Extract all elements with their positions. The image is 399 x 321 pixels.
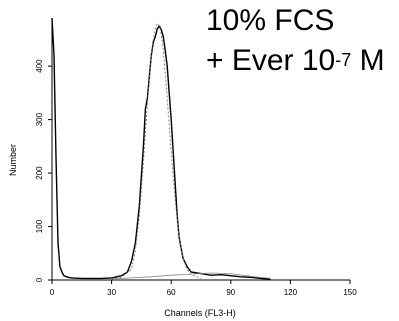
y-tick-label: 200	[35, 166, 44, 180]
x-tick-label: 120	[284, 288, 298, 297]
series-line-1	[51, 17, 271, 280]
y-tick-label: 400	[35, 59, 44, 73]
title-exponent: -7	[335, 50, 352, 70]
title-line-2-suffix: M	[351, 44, 385, 77]
y-tick-label: 300	[35, 112, 44, 126]
title-line-2-prefix: + Ever 10	[206, 44, 336, 77]
x-tick-label: 60	[167, 288, 176, 297]
x-tick-label: 0	[50, 288, 55, 297]
series-line-2	[111, 22, 202, 280]
x-tick-label: 30	[107, 288, 116, 297]
x-tick-label: 150	[343, 288, 357, 297]
chart-axes: 0 30 60 90 120 150 0 100 200 300 400	[35, 18, 357, 297]
y-axis-label: Number	[8, 144, 18, 176]
x-tick-label: 90	[226, 288, 235, 297]
chart-title-line-1: 10% FCS	[206, 4, 335, 37]
chart-title-line-2: + Ever 10-7 M	[206, 44, 385, 81]
y-tick-label: 100	[35, 219, 44, 233]
y-tick-label: 0	[35, 277, 44, 282]
series-line-3	[111, 272, 271, 280]
plot-area	[51, 17, 271, 280]
x-axis-label: Channels (FL3-H)	[164, 308, 236, 318]
